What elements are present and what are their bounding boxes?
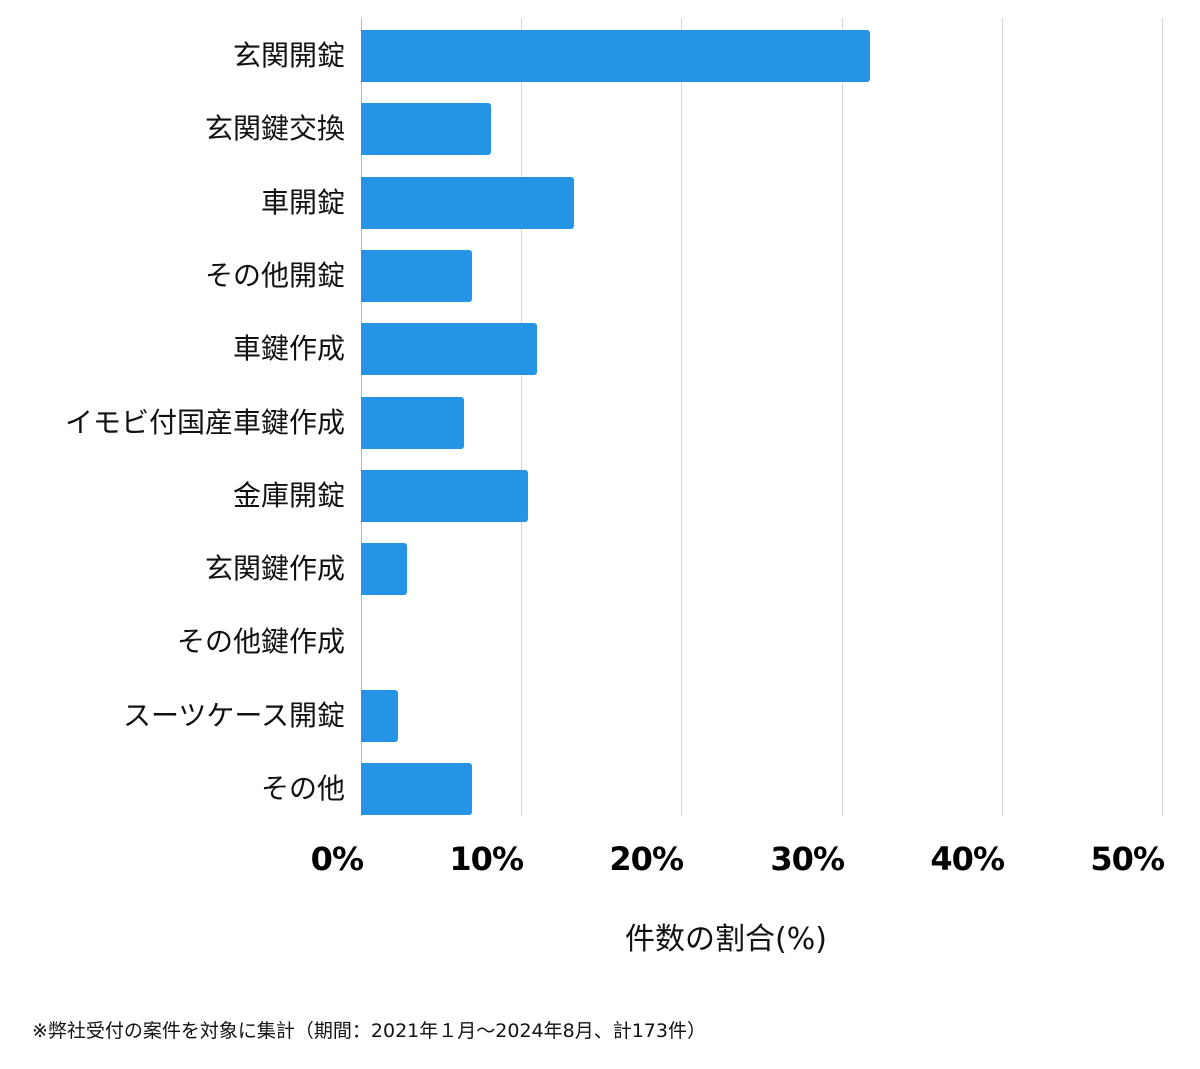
bar	[361, 763, 472, 815]
bar-row: 車鍵作成	[0, 323, 1200, 396]
category-label: 車鍵作成	[232, 332, 345, 365]
bar	[361, 177, 574, 229]
x-tick-label: 50%	[1090, 840, 1165, 878]
category-label: その他鍵作成	[176, 625, 345, 658]
gridline	[842, 18, 843, 816]
bar-row: 玄関開錠	[0, 30, 1200, 103]
bar	[361, 470, 528, 522]
bar-row: 車開錠	[0, 177, 1200, 250]
x-tick-label: 0%	[310, 840, 364, 878]
category-label: 玄関鍵作成	[204, 552, 345, 585]
bar-row: 玄関鍵交換	[0, 103, 1200, 176]
gridline	[1162, 18, 1163, 816]
gridline	[1002, 18, 1003, 816]
category-label: 金庫開錠	[232, 479, 345, 512]
x-tick-label: 20%	[609, 840, 684, 878]
category-label: 玄関開錠	[232, 39, 345, 72]
bar-row: 金庫開錠	[0, 470, 1200, 543]
bar	[361, 397, 464, 449]
bar	[361, 30, 870, 82]
bar-row: 玄関鍵作成	[0, 543, 1200, 616]
x-axis-label: 件数の割合(%)	[625, 922, 827, 957]
bar-row: スーツケース開錠	[0, 690, 1200, 763]
x-tick-label: 40%	[930, 840, 1005, 878]
category-label: イモビ付国産車鍵作成	[64, 406, 345, 439]
bar-row: その他	[0, 763, 1200, 836]
bar	[361, 323, 537, 375]
x-tick-label: 30%	[770, 840, 845, 878]
bar	[361, 250, 472, 302]
category-label: 玄関鍵交換	[204, 112, 345, 145]
bar	[361, 690, 398, 742]
bar-row: イモビ付国産車鍵作成	[0, 397, 1200, 470]
bar-row: その他開錠	[0, 250, 1200, 323]
x-tick-label: 10%	[449, 840, 524, 878]
gridline	[681, 18, 682, 816]
bar-row: その他鍵作成	[0, 616, 1200, 689]
gridline	[521, 18, 522, 816]
category-label: その他	[260, 772, 345, 805]
category-label: その他開錠	[204, 259, 345, 292]
category-label: スーツケース開錠	[122, 699, 345, 732]
category-label: 車開錠	[260, 186, 345, 219]
footnote: ※弊社受付の案件を対象に集計（期間：2021年１月～2024年8月、計173件）	[32, 1020, 706, 1042]
bar	[361, 103, 491, 155]
bar	[361, 543, 407, 595]
